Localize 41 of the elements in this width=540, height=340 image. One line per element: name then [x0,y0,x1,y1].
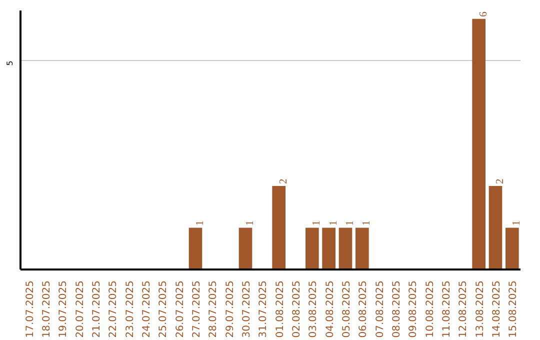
x-tick-label: 15.08.2025 [508,280,520,338]
x-tick-label: 30.07.2025 [242,280,252,338]
x-tick-label: 29.07.2025 [224,280,236,338]
x-tick-label: 18.07.2025 [42,280,52,338]
x-tick-label: 10.08.2025 [424,280,436,338]
x-tick-label: 08.08.2025 [392,280,402,338]
x-tick-label: 12.08.2025 [458,280,470,338]
x-tick-label: 22.07.2025 [108,280,120,338]
x-tick-label: 31.07.2025 [258,280,270,338]
x-tick-label: 26.07.2025 [174,280,186,338]
x-tick-label: 19.07.2025 [58,280,70,338]
data-label: 6 [478,10,490,17]
data-label: 1 [345,220,356,226]
data-label: 2 [278,178,290,184]
data-label: 1 [362,220,373,226]
x-tick-label: 20.07.2025 [74,280,86,338]
x-tick-label: 02.08.2025 [292,280,302,338]
x-tick-label: 23.07.2025 [124,280,136,338]
x-tick-label: 17.07.2025 [24,280,36,338]
data-label: 2 [495,178,506,184]
data-label: 1 [195,220,206,226]
x-tick-label: 11.08.2025 [442,280,452,338]
x-tick-label: 05.08.2025 [342,280,352,338]
data-label: 1 [328,220,340,226]
data-label: 1 [245,220,256,226]
x-tick-label: 06.08.2025 [358,280,370,338]
y-tick-label: 5 [6,60,14,66]
x-tick-label: 25.07.2025 [158,280,170,338]
x-tick-label: 24.07.2025 [142,280,152,338]
x-tick-label: 04.08.2025 [324,280,336,338]
x-tick-label: 03.08.2025 [308,280,320,338]
x-tick-label: 01.08.2025 [274,280,286,338]
x-tick-label: 14.08.2025 [492,280,502,338]
x-tick-label: 27.07.2025 [192,280,202,338]
data-label: 1 [512,220,523,226]
data-label: 1 [312,220,323,226]
x-tick-label: 13.08.2025 [474,280,486,338]
x-tick-label: 09.08.2025 [408,280,420,338]
x-tick-label: 28.07.2025 [208,280,220,338]
x-tick-label: 21.07.2025 [92,280,102,338]
x-tick-label: 07.08.2025 [374,280,386,338]
